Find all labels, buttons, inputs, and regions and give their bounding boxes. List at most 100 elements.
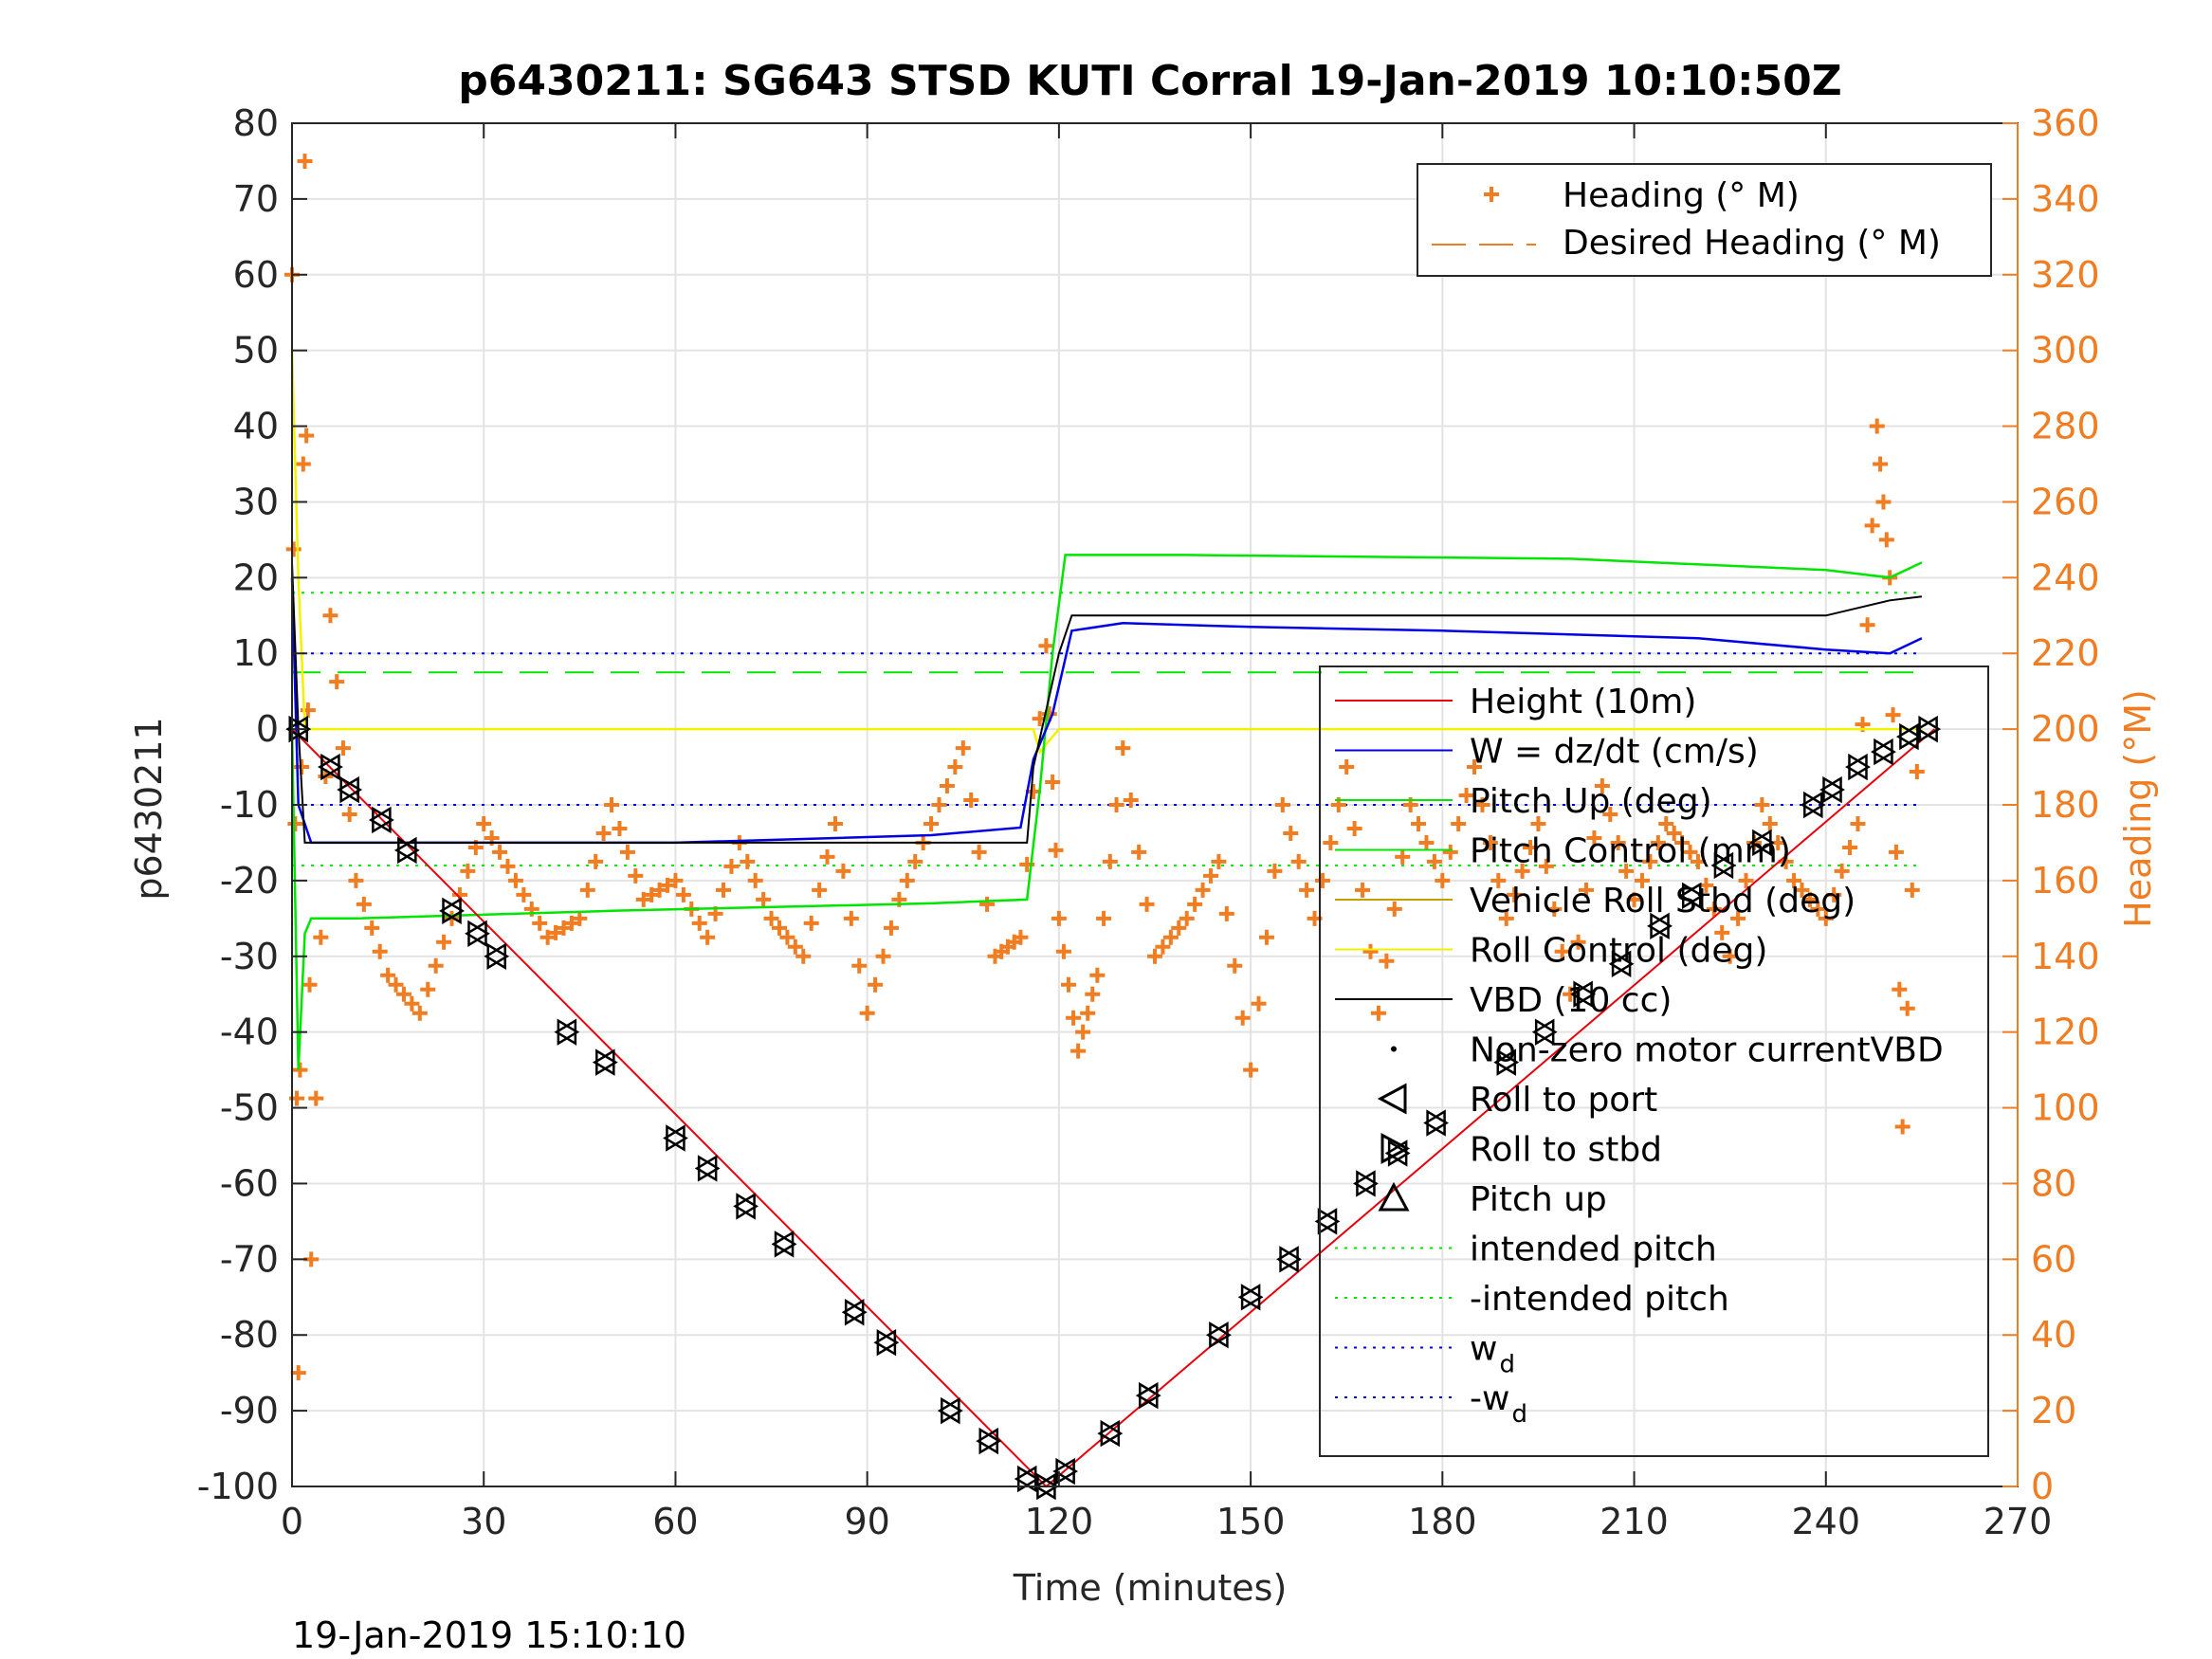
heading-point [1869,418,1885,434]
heading-point [1786,872,1802,888]
legend-stbd-swatch [1380,1132,1411,1165]
heading-point [779,929,795,945]
heading-point [1618,863,1635,879]
heading-point [612,820,628,836]
heading-point [436,934,452,950]
heading-point [883,920,899,936]
footer-timestamp: 19-Jan-2019 15:10:10 [292,1614,686,1656]
heading-point [1904,882,1920,898]
heading-point [1038,638,1054,654]
heading-point [1411,815,1427,831]
roll-to-stbd-marker [1139,1381,1161,1410]
heading-point [1179,910,1195,926]
heading-point [1894,1119,1910,1135]
heading-point [572,910,588,926]
heading-point [1187,896,1203,912]
roll-to-stbd-marker [397,836,420,865]
y-tick-label: -60 [220,1162,279,1204]
heading-point [287,815,303,831]
heading-point [795,948,812,964]
heading-point [1061,976,1076,993]
heading-point [1714,924,1730,940]
heading-point [1706,901,1722,917]
heading-point [1051,910,1067,926]
heading-point [1442,844,1458,860]
heading-point [395,986,411,1002]
roll-to-stbd-marker [844,1299,868,1326]
y-tick-label: 10 [233,632,279,674]
heading-point [341,806,357,822]
heading-point [1070,1043,1087,1059]
heading-point [1738,872,1754,888]
heading-point [803,915,819,931]
legend-main-label: -w [1470,1379,1509,1418]
legend-main-label: Pitch up [1470,1180,1607,1219]
heading-point [1570,934,1586,950]
heading-point [771,920,787,936]
y-axis-label: p6430211 [128,717,170,900]
heading-point [1818,910,1834,926]
roll-to-stbd-marker [1713,851,1737,880]
heading-point [420,981,436,997]
y2-tick-label: 0 [2031,1466,2054,1507]
heading-point [907,853,923,869]
heading-point [1155,939,1171,955]
heading-point [1650,834,1666,850]
heading-point [1045,775,1061,791]
heading-point [1218,905,1234,921]
heading-point [1085,986,1101,1002]
heading-point [1538,858,1554,874]
heading-point [1885,707,1901,723]
heading-point [1013,929,1029,945]
heading-point [1147,948,1162,964]
heading-point [1842,839,1858,855]
y2-tick-label: 20 [2031,1390,2076,1431]
y-tick-label: 0 [256,708,279,750]
heading-point [404,995,420,1012]
heading-point [1859,617,1875,633]
heading-point [1474,797,1490,812]
heading-point [302,976,318,993]
roll-to-stbd-marker [736,1193,759,1220]
y2-tick-label: 220 [2031,632,2100,674]
roll-to-stbd-marker [320,753,343,781]
y2-tick-label: 320 [2031,254,2100,296]
heading-point [299,428,315,444]
heading-point [380,967,396,983]
heading-point [1290,853,1307,869]
series-layer [284,153,1942,1501]
heading-point [1227,957,1243,974]
heading-point [1355,882,1371,898]
roll-to-stbd-marker [486,942,510,970]
heading-point [1115,740,1131,757]
y2-tick-label: 180 [2031,784,2100,826]
heading-point [1498,910,1514,926]
heading-point [1426,853,1442,869]
heading-point [1754,797,1770,812]
y-tick-label: -80 [220,1314,279,1356]
heading-point [308,1090,324,1106]
y2-tick-label: 340 [2031,178,2100,220]
heading-point [1875,494,1892,510]
pitch-up-line [290,554,1923,1070]
y-tick-label: -40 [220,1012,279,1053]
y-tick-label: -50 [220,1087,279,1129]
heading-point [1579,882,1594,898]
y2-tick-label: 100 [2031,1087,2100,1129]
legend-main-label: Non-zero motor currentVBD [1470,1031,1944,1070]
heading-point [372,943,388,959]
heading-point [1211,853,1227,869]
heading-point [963,793,979,809]
heading-point [1642,853,1658,869]
heading-point [290,1365,306,1381]
x-tick-label: 0 [281,1501,303,1542]
vbd-line [291,562,1923,844]
heading-point [1834,863,1850,879]
heading-point [500,858,516,874]
heading-point [1888,844,1904,860]
y2-axis-label: Heading (°M) [2117,689,2159,928]
heading-point [292,1062,308,1078]
heading-point [556,920,572,936]
legend-top: Heading (° M) Desired Heading (° M) [1417,163,1992,277]
heading-point [1458,788,1474,804]
